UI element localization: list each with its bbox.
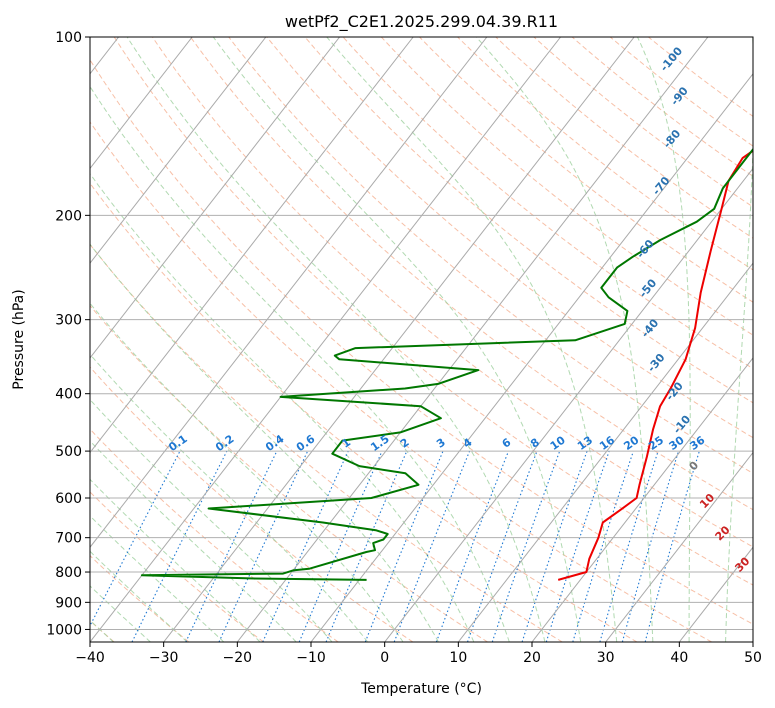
moist-adiabat-line: [725, 37, 753, 642]
x-tick-label: −10: [296, 650, 326, 666]
moist-adiabat-line: [212, 37, 582, 642]
dewpoint-profile-line: [140, 147, 753, 581]
dry-adiabat-line: [228, 37, 753, 474]
y-tick-label: 200: [55, 208, 82, 224]
dry-adiabat-line: [90, 121, 712, 642]
mixing-ratio-line: [491, 450, 561, 642]
moist-adiabat-line: [90, 302, 404, 642]
isotherm-line: [163, 37, 635, 642]
mixing-ratio-line: [521, 450, 588, 642]
moist-adiabat-line: [90, 85, 510, 642]
mixing-ratio-line: [545, 450, 610, 642]
y-tick-label: 100: [55, 30, 82, 46]
isotherm-line: [236, 37, 709, 642]
mixing-ratio-line: [621, 450, 680, 642]
x-axis-label: Temperature (°C): [360, 681, 482, 697]
pressure-gridlines: [90, 37, 753, 630]
mixing-ratio-line: [298, 450, 383, 642]
isotherm-line: [90, 37, 340, 359]
mixing-ratio-line: [599, 450, 659, 642]
dry-adiabat-line: [189, 37, 753, 511]
y-tick-label: 300: [55, 313, 82, 329]
moist-adiabats: [90, 37, 753, 642]
moist-adiabat-line: [90, 243, 439, 642]
y-axis-label: Pressure (hPa): [11, 289, 27, 389]
isotherm-line: [605, 451, 753, 642]
y-tick-label: 800: [55, 565, 82, 581]
x-tick-label: −30: [149, 650, 179, 666]
moist-adiabat-line: [637, 37, 691, 642]
dry-adiabat-line: [90, 182, 638, 642]
moist-adiabat-line: [475, 37, 654, 642]
plot-area: 0.1 0.2 0.4 0.6 1 1.5 2 3 4 6 8 10 13 16 20 25 30 36-100-…: [90, 37, 753, 642]
mixing-ratio-line: [262, 450, 349, 642]
chart-title: wetPf2_C2E1.2025.299.04.39.R11: [285, 12, 558, 32]
x-tick-label: −40: [75, 650, 105, 666]
dry-adiabat-line: [342, 37, 753, 370]
moist-adiabat-line: [90, 440, 297, 642]
isotherm-line: [90, 37, 193, 170]
y-tick-label: 500: [55, 444, 82, 460]
x-axis: −40 −30 −20 −10 0 10 20 30 40 50: [75, 642, 762, 666]
moist-adiabat-line: [326, 37, 618, 642]
moist-adiabat-line: [90, 478, 261, 642]
x-tick-label: 30: [597, 650, 615, 666]
mixing-ratio-line: [466, 450, 538, 642]
mixing-ratio-line: [572, 450, 634, 642]
y-tick-label: 900: [55, 595, 82, 611]
mixing-ratio-line: [325, 450, 408, 642]
moist-adiabat-line: [90, 398, 333, 642]
x-tick-label: −20: [223, 650, 253, 666]
dry-adiabat-line: [113, 37, 753, 586]
x-tick-label: 50: [744, 650, 762, 666]
y-tick-label: 1000: [46, 622, 82, 638]
isotherm-line: [90, 37, 488, 549]
x-tick-label: 20: [523, 650, 541, 666]
temperature-profile-line: [557, 149, 753, 581]
isotherm-line: [90, 37, 414, 454]
dry-adiabat-line: [90, 58, 753, 625]
dry-adiabat-line: [304, 37, 753, 404]
isotherm-line: [531, 357, 753, 642]
dry-adiabat-line: [90, 304, 488, 642]
moist-adiabat-line: [90, 172, 475, 642]
y-tick-label: 600: [55, 491, 82, 507]
dry-adiabat-line: [90, 366, 414, 642]
plot-frame: [89, 36, 754, 643]
isotherm-line: [457, 262, 753, 642]
mixing-ratio-line: [435, 450, 510, 642]
x-tick-label: 40: [670, 650, 688, 666]
y-tick-label: 700: [55, 531, 82, 547]
moist-adiabat-line: [126, 37, 546, 642]
isotherm-line: [90, 37, 267, 264]
isotherm-line: [310, 72, 753, 642]
dry-adiabat-line: [90, 491, 264, 642]
x-tick-label: 10: [449, 650, 467, 666]
isotherm-line: [90, 37, 561, 642]
x-tick-label: 0: [380, 650, 389, 666]
sounding-profiles: [140, 147, 753, 581]
isotherm-line: [384, 167, 753, 642]
mixing-ratio-line: [364, 450, 444, 642]
dry-adiabat-line: [90, 554, 190, 642]
y-axis: 100 200 300 400 500 600 700 800 900 1000: [46, 30, 90, 638]
y-tick-label: 400: [55, 387, 82, 403]
isotherms: [90, 37, 753, 642]
dry-adiabat-line: [380, 37, 753, 336]
